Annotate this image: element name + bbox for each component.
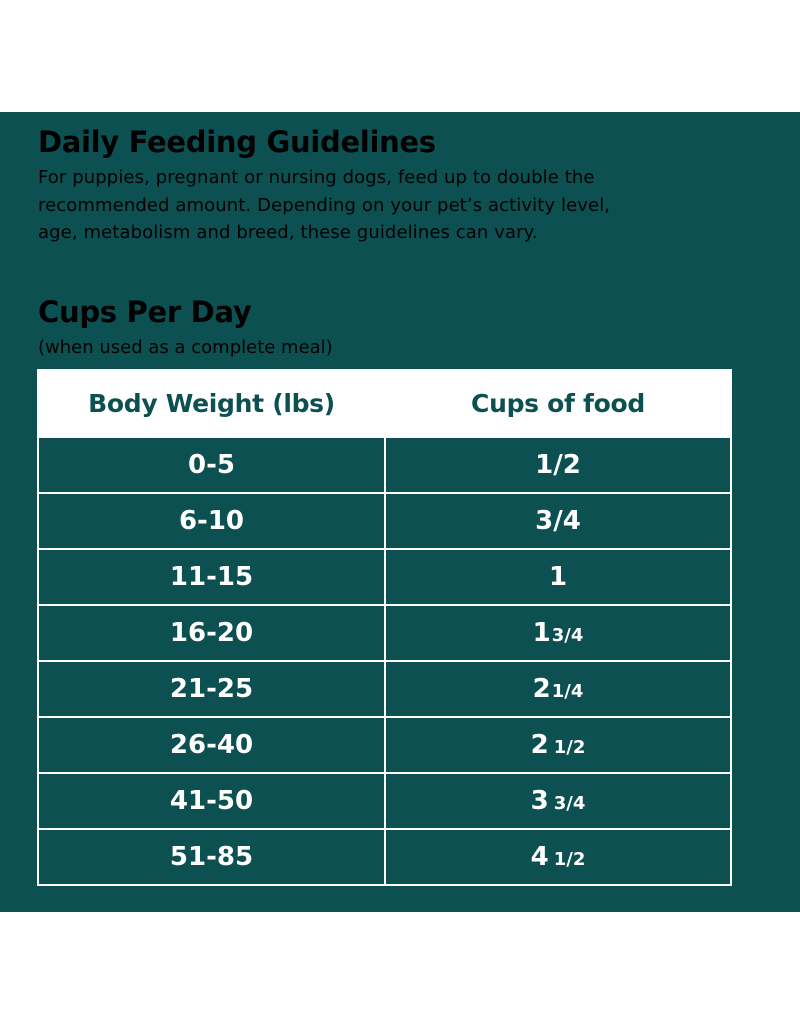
cups-cell: 2 1/2 — [384, 716, 732, 774]
cups-whole: 3 — [530, 786, 549, 816]
table-row: 11-15 1 — [37, 548, 732, 606]
table-body: 0-5 1/2 6-10 3/4 11-15 1 16-20 13/4 21-25 21/4 26-… — [37, 436, 732, 886]
cups-fraction: 3/4 — [535, 506, 581, 536]
body-weight-cell: 11-15 — [37, 548, 386, 606]
cups-cell: 13/4 — [384, 604, 732, 662]
cups-cell: 3/4 — [384, 492, 732, 550]
cups-whole: 1 — [548, 562, 568, 592]
table-row: 26-40 2 1/2 — [37, 716, 732, 774]
cups-fraction: 3/4 — [553, 793, 586, 814]
cups-cell: 1 — [384, 548, 732, 606]
table-row: 0-5 1/2 — [37, 436, 732, 494]
cups-cell: 1/2 — [384, 436, 732, 494]
cups-fraction: 1/4 — [551, 681, 584, 702]
header-cups-of-food: Cups of food — [384, 369, 732, 438]
cups-fraction: 3/4 — [551, 625, 584, 646]
cups-cell: 21/4 — [384, 660, 732, 718]
body-weight-cell: 16-20 — [37, 604, 386, 662]
body-weight-cell: 51-85 — [37, 828, 386, 886]
cups-whole: 2 — [532, 674, 551, 704]
section-note: (when used as a complete meal) — [38, 337, 333, 358]
body-weight-cell: 0-5 — [37, 436, 386, 494]
body-weight-cell: 41-50 — [37, 772, 386, 830]
cups-fraction: 1/2 — [553, 849, 586, 870]
table-row: 41-50 3 3/4 — [37, 772, 732, 830]
cups-cell: 4 1/2 — [384, 828, 732, 886]
cups-whole: 1 — [532, 618, 551, 648]
page-title: Daily Feeding Guidelines — [38, 125, 436, 159]
cups-fraction: 1/2 — [535, 450, 581, 480]
feeding-table: Body Weight (lbs) Cups of food 0-5 1/2 6-1… — [37, 369, 732, 886]
table-row: 51-85 4 1/2 — [37, 828, 732, 886]
cups-fraction: 1/2 — [553, 737, 586, 758]
section-title: Cups Per Day — [38, 295, 252, 329]
table-row: 6-10 3/4 — [37, 492, 732, 550]
table-row: 16-20 13/4 — [37, 604, 732, 662]
body-weight-cell: 6-10 — [37, 492, 386, 550]
table-header-row: Body Weight (lbs) Cups of food — [37, 369, 732, 438]
body-weight-cell: 21-25 — [37, 660, 386, 718]
table-row: 21-25 21/4 — [37, 660, 732, 718]
cups-whole: 2 — [530, 730, 549, 760]
body-weight-cell: 26-40 — [37, 716, 386, 774]
cups-cell: 3 3/4 — [384, 772, 732, 830]
cups-whole: 4 — [530, 842, 549, 872]
header-body-weight: Body Weight (lbs) — [37, 369, 386, 438]
intro-text: For puppies, pregnant or nursing dogs, f… — [38, 167, 611, 243]
